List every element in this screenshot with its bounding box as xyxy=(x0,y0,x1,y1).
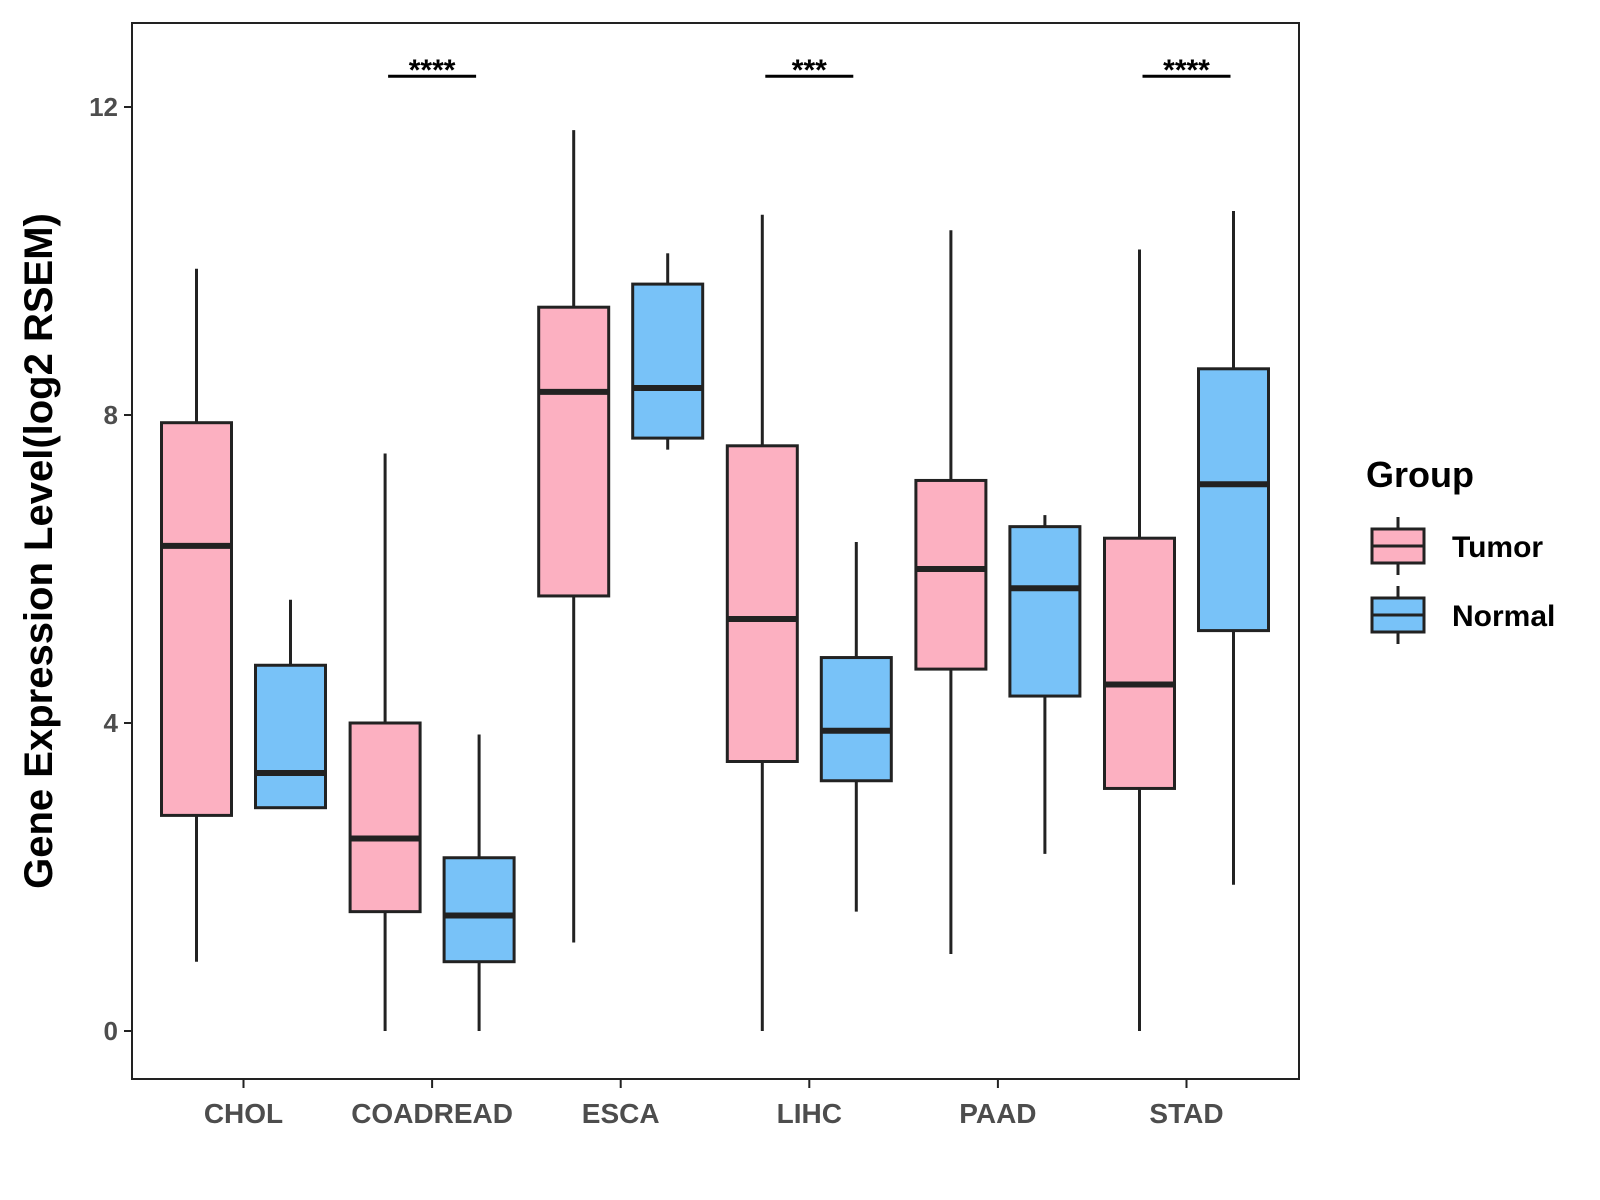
significance-label: **** xyxy=(409,54,456,87)
box-body xyxy=(631,282,705,440)
box-body xyxy=(442,856,516,964)
legend-title: Group xyxy=(1366,454,1474,495)
box-normal-coadread xyxy=(442,734,516,1031)
box-normal-paad xyxy=(1008,515,1082,854)
box-tumor-lihc xyxy=(725,214,799,1031)
y-axis-label: Gene Expression Level(log2 RSEM) xyxy=(17,213,61,889)
significance-label: *** xyxy=(792,54,827,87)
legend: Group Tumor Normal xyxy=(1366,454,1555,644)
box-normal-lihc xyxy=(819,542,893,912)
box-body xyxy=(1008,525,1082,698)
y-tick-label: 0 xyxy=(104,1016,118,1046)
x-tick-label: LIHC xyxy=(777,1098,842,1129)
x-tick-label: PAAD xyxy=(959,1098,1036,1129)
x-tick-label: COADREAD xyxy=(351,1098,513,1129)
y-axis: 0 4 8 12 xyxy=(89,92,132,1046)
box-body xyxy=(537,305,611,598)
box-tumor-chol xyxy=(160,268,233,962)
box-body xyxy=(1197,367,1270,633)
box-normal-chol xyxy=(254,599,327,810)
x-tick-label: ESCA xyxy=(582,1098,660,1129)
box-body xyxy=(348,721,422,914)
legend-label: Normal xyxy=(1452,600,1555,633)
plot-area: **** *** **** xyxy=(160,54,1270,1031)
legend-item-normal: Normal xyxy=(1370,586,1555,644)
box-tumor-stad xyxy=(1103,249,1176,1031)
box-body xyxy=(1103,536,1176,790)
box-body xyxy=(725,444,799,763)
y-tick-label: 12 xyxy=(89,92,118,122)
box-body xyxy=(160,421,233,817)
box-tumor-paad xyxy=(914,230,988,954)
x-axis: CHOL COADREAD ESCA LIHC PAAD STAD xyxy=(204,1079,1224,1129)
x-tick-label: STAD xyxy=(1149,1098,1223,1129)
legend-label: Tumor xyxy=(1452,531,1543,564)
box-tumor-esca xyxy=(537,130,611,943)
box-body xyxy=(914,478,988,671)
box-body xyxy=(819,656,893,783)
box-tumor-coadread xyxy=(348,453,422,1031)
box-normal-stad xyxy=(1197,210,1270,885)
panel-border xyxy=(131,22,1300,1080)
x-tick-label: CHOL xyxy=(204,1098,283,1129)
y-tick-label: 4 xyxy=(104,708,119,738)
y-tick-label: 8 xyxy=(104,400,118,430)
significance-label: **** xyxy=(1163,54,1210,87)
legend-item-tumor: Tumor xyxy=(1370,517,1543,575)
box-normal-esca xyxy=(631,253,705,450)
box-body xyxy=(254,663,327,810)
